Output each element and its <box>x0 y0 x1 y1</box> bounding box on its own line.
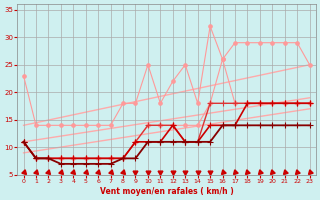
X-axis label: Vent moyen/en rafales ( km/h ): Vent moyen/en rafales ( km/h ) <box>100 187 234 196</box>
